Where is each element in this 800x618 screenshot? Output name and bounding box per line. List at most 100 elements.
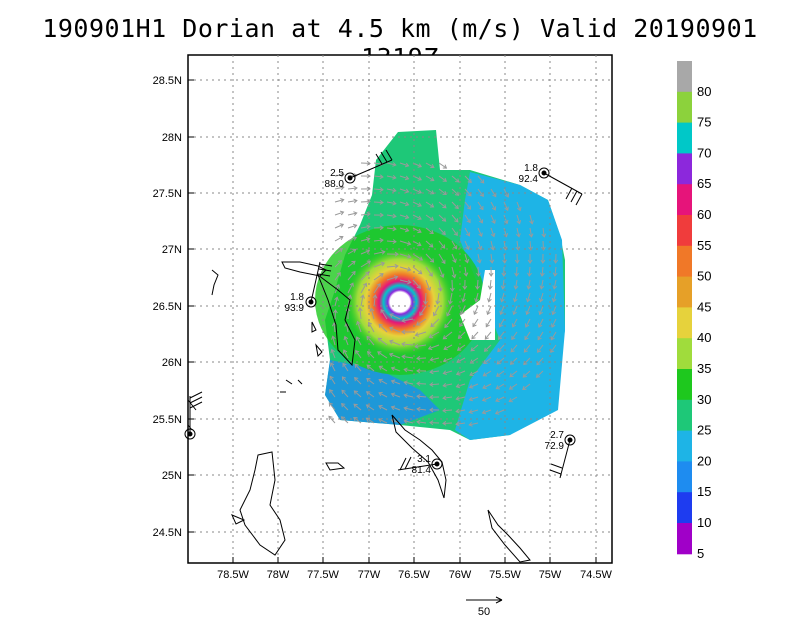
wind-vector-head [525, 298, 531, 303]
wind-vector [469, 396, 479, 401]
wind-vector-head [347, 294, 353, 299]
wind-vector [334, 223, 344, 229]
wind-vector-head [486, 310, 491, 316]
wind-vector-head [392, 162, 397, 167]
wind-vector-head [377, 351, 382, 356]
wind-vector [334, 186, 344, 190]
wind-vector [389, 313, 401, 320]
wind-vector-head [501, 272, 507, 277]
wind-vector-head [529, 220, 534, 225]
wind-vector [470, 344, 479, 352]
wind-vector [471, 331, 479, 340]
colorbar-swatch [677, 461, 692, 493]
obs-4-bottom: 81.4 [412, 465, 432, 476]
wind-vector-head [442, 408, 447, 413]
colorbar-label: 30 [697, 392, 711, 407]
wind-vector-head [429, 258, 435, 263]
wind-vector-head [528, 246, 534, 251]
y-tick-label: 24.5N [153, 527, 182, 539]
wind-vector [477, 214, 483, 224]
wind-vector-head [365, 417, 370, 422]
wind-vector [429, 383, 440, 386]
wind-vector [496, 383, 505, 390]
wind-vector [526, 305, 531, 315]
wind-vector-head [538, 323, 543, 328]
wind-vector [347, 187, 357, 190]
wind-vector-head [460, 310, 465, 315]
wind-vector [438, 162, 447, 169]
wind-vector [412, 188, 422, 194]
wind-vector [373, 295, 376, 307]
wind-vector-head [480, 179, 485, 184]
wind-vector [483, 357, 492, 364]
wind-vector-head [470, 347, 475, 352]
wind-vector [430, 318, 440, 327]
wind-vector [425, 227, 434, 234]
wind-vector [443, 344, 453, 350]
wind-vector [516, 214, 521, 224]
wind-vector-head [482, 372, 487, 377]
wind-vector [402, 343, 414, 346]
wind-vector [456, 396, 466, 400]
colorbar-label: 55 [697, 238, 711, 253]
wind-vector-head [477, 245, 483, 251]
wind-vector-head [485, 323, 490, 328]
wind-vector-head [538, 310, 543, 316]
wind-vector [485, 318, 492, 327]
wind-vector [341, 389, 349, 398]
wind-vector-head [429, 407, 434, 413]
wind-vector-head [353, 416, 358, 422]
wind-vector [503, 201, 509, 211]
wind-vector-head [329, 375, 334, 380]
wind-vector-head [525, 310, 530, 316]
x-tick-label: 76.5W [398, 569, 430, 581]
wind-vector-head [401, 354, 406, 360]
x-tick-label: 75W [539, 569, 562, 581]
wind-vector [552, 292, 557, 302]
wind-vector [412, 279, 421, 289]
wind-vector-head [516, 219, 522, 225]
wind-vector [386, 276, 398, 281]
wind-vector [451, 175, 460, 183]
wind-vector-head [328, 402, 333, 407]
wind-vector [515, 266, 518, 277]
wind-vector [416, 395, 427, 398]
wind-vector [386, 214, 396, 217]
wind-vector-head [442, 395, 447, 401]
wind-vector-head [454, 218, 459, 223]
wind-vector-head [429, 243, 434, 248]
wind-vector-head [453, 245, 458, 250]
wind-vector [457, 344, 466, 351]
observation-markers [184, 149, 583, 479]
wind-vector [373, 273, 384, 281]
wind-vector [425, 214, 434, 221]
wind-vector [416, 382, 427, 385]
colorbar-label: 10 [697, 515, 711, 530]
wind-vector [527, 292, 531, 302]
wind-vector-head [331, 335, 336, 340]
wind-vector-head [390, 379, 396, 385]
wind-vector [360, 271, 370, 281]
wind-vector [347, 212, 357, 216]
wind-vector-head [406, 241, 412, 246]
wind-vector [462, 292, 466, 302]
wind-vector-head [417, 176, 423, 181]
wind-vector-head [336, 271, 341, 277]
wind-vector [334, 248, 343, 255]
wind-vector-head [442, 164, 448, 169]
wind-vector [510, 344, 518, 353]
wind-vector [356, 336, 362, 346]
wind-vector [334, 272, 341, 281]
wind-vector-head [337, 260, 343, 265]
wind-vector-head [481, 397, 487, 402]
wind-vector [347, 271, 356, 281]
wind-vector-head [418, 270, 423, 275]
wind-vector [456, 370, 466, 375]
wind-vector [412, 201, 422, 207]
wind-vector [386, 162, 396, 166]
wind-vector [443, 370, 453, 374]
wind-vector-head [404, 227, 410, 233]
wind-vector [498, 331, 505, 340]
dropsonde-1 [344, 149, 393, 184]
wind-vector-head [495, 372, 501, 377]
